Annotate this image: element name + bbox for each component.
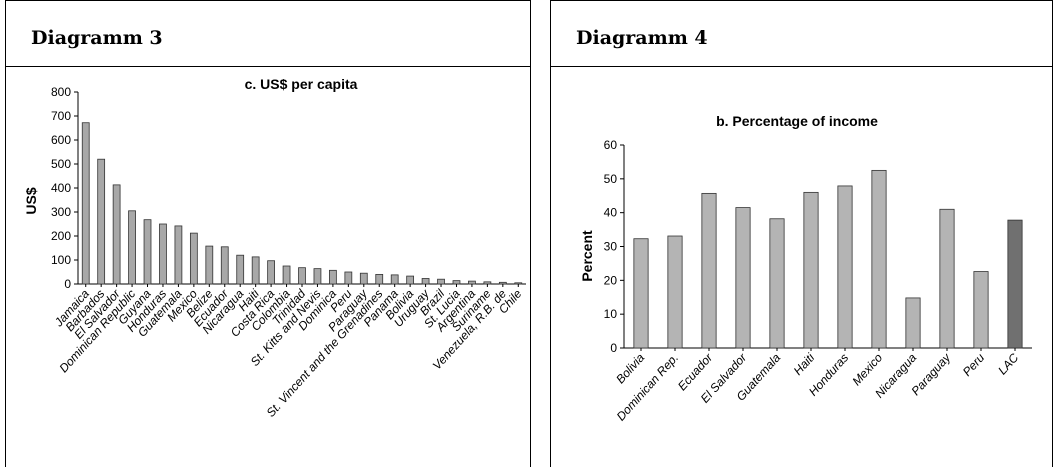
bar-nicaragua [905, 297, 921, 349]
bar-mexico [189, 232, 198, 285]
bar-haiti [803, 191, 819, 349]
bar-el-salvador [112, 184, 121, 285]
percentage-of-income-chart: b. Percentage of income Percent 0 10 20 30 4… [579, 113, 1032, 424]
bar-barbados [97, 158, 106, 285]
y-axis-label: Percent [579, 230, 595, 282]
category-label-peru: Peru [960, 350, 988, 378]
category-label-lac: LAC [995, 350, 1021, 377]
bar-bolivia [406, 275, 415, 285]
category-label-dominican-rep: Dominican Rep. [614, 351, 682, 424]
bar-costa-rica [267, 260, 275, 285]
y-tick-label: 50 [604, 172, 618, 186]
bar-uruguay [421, 278, 430, 285]
bar-jamaica [81, 122, 90, 285]
bar-bolivia [633, 238, 649, 349]
y-tick-label: 20 [604, 273, 618, 287]
bar-trinidad [298, 267, 306, 285]
bar-panama [390, 274, 399, 285]
bar-nicaragua [236, 254, 245, 285]
bar-honduras [159, 223, 167, 285]
bar-honduras [837, 185, 853, 349]
bar-venezuela-r-b-de [498, 281, 507, 285]
bar-dominican-rep [667, 235, 683, 349]
diagram-3-panel: Diagramm 3 c. US$ per capita US$ 0 100 200… [5, 0, 531, 467]
bar-suriname [483, 281, 492, 285]
y-tick-label: 300 [51, 205, 71, 219]
bar-mexico [871, 169, 887, 349]
bar-st-vincent-and-the-grenadines [375, 273, 384, 285]
y-tick-label: 60 [604, 138, 618, 152]
y-tick-label: 30 [604, 240, 618, 254]
y-axis-label: US$ [23, 187, 39, 214]
diagram-3-header: Diagramm 3 [6, 1, 530, 67]
bar-colombia [282, 265, 291, 285]
bar-ecuador [701, 192, 717, 349]
chart-title: b. Percentage of income [716, 113, 878, 129]
diagram-4-header: Diagramm 4 [551, 1, 1052, 67]
bar-guatemala [769, 218, 785, 349]
bar-belize [205, 245, 214, 285]
y-tick-label: 600 [51, 133, 71, 147]
chart-title: c. US$ per capita [245, 76, 358, 92]
diagram-4-panel: Diagramm 4 b. Percentage of income Perce… [550, 0, 1053, 467]
bar-guatemala [174, 225, 183, 285]
bar-paraguay [359, 272, 368, 285]
bar-dominica [329, 269, 337, 285]
bar-argentina [468, 280, 476, 285]
y-tick-label: 10 [604, 307, 618, 321]
diagram-3-heading: Diagramm 3 [31, 27, 163, 49]
y-tick-label: 100 [51, 253, 71, 267]
bar-st-lucia [452, 280, 461, 285]
bar-peru [344, 271, 353, 285]
y-tick-label: 0 [610, 341, 617, 355]
y-tick-label: 0 [64, 277, 71, 291]
bar-lac [1007, 219, 1023, 349]
bar-guyana [143, 219, 152, 285]
bar-peru [973, 271, 989, 349]
y-tick-label: 400 [51, 181, 71, 195]
bar-el-salvador [735, 207, 751, 349]
bar-dominican-republic [128, 210, 136, 285]
y-tick-label: 700 [51, 109, 71, 123]
y-tick-label: 40 [604, 206, 618, 220]
y-tick-label: 200 [51, 229, 71, 243]
category-label-haiti: Haiti [791, 350, 818, 377]
bar-ecuador [220, 246, 229, 285]
y-tick-label: 500 [51, 157, 71, 171]
y-tick-label: 800 [51, 85, 71, 99]
us-per-capita-chart: c. US$ per capita US$ 0 100 200 300 400 500 60… [23, 76, 526, 420]
bar-st-kitts-and-nevis [313, 268, 322, 285]
bar-brazil [437, 278, 445, 285]
bar-paraguay [939, 208, 955, 349]
bar-chile [514, 282, 523, 285]
bar-haiti [251, 256, 260, 285]
diagram-4-heading: Diagramm 4 [576, 27, 708, 49]
